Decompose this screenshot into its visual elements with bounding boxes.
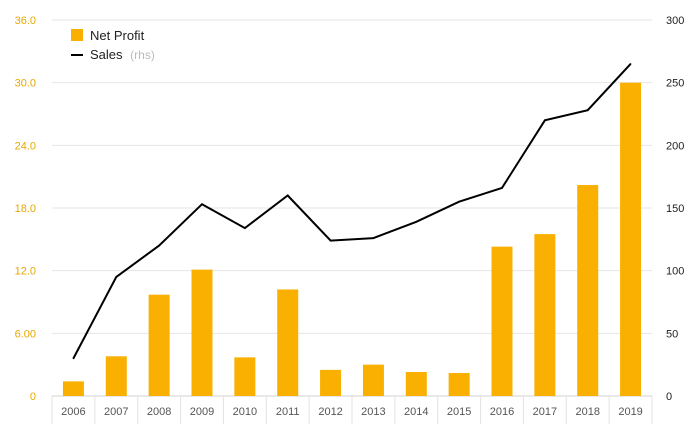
x-tick-label: 2015 <box>447 406 471 418</box>
sales-point-2007 <box>115 276 118 278</box>
left-tick-label: 36.0 <box>15 15 36 27</box>
sales-line-series <box>72 63 632 360</box>
x-tick-label: 2019 <box>618 406 642 418</box>
sales-point-2012 <box>329 239 332 242</box>
bar-net-profit-2010 <box>234 357 256 396</box>
left-tick-label: 6.00 <box>15 328 36 340</box>
bar-net-profit-2011 <box>277 289 299 396</box>
right-tick-label: 250 <box>666 78 684 90</box>
x-tick-label: 2008 <box>147 406 171 418</box>
bar-net-profit-2008 <box>148 294 170 396</box>
bar-net-profit-2016 <box>491 246 513 396</box>
sales-point-2018 <box>586 109 589 112</box>
bar-net-profit-2014 <box>405 371 427 396</box>
x-tick-label: 2016 <box>490 406 514 418</box>
x-axis-ticks: 2006 2007 2008 2009 2010 2011 2012 2013 2014 2015… <box>61 406 643 418</box>
x-tick-label: 2018 <box>575 406 599 418</box>
right-tick-label: 0 <box>666 391 672 403</box>
legend-label-net-profit: Net Profit <box>90 28 145 43</box>
x-tick-label: 2011 <box>276 406 300 418</box>
sales-point-2009 <box>201 203 203 206</box>
sales-point-2014 <box>415 220 418 223</box>
sales-point-2008 <box>158 244 160 247</box>
sales-point-2015 <box>458 200 460 203</box>
bar-net-profit-2007 <box>105 356 127 396</box>
left-tick-label: 18.0 <box>15 203 36 215</box>
bar-net-profit-2018 <box>577 185 599 396</box>
x-tick-label: 2010 <box>233 406 257 418</box>
bar-net-profit-2017 <box>534 234 556 396</box>
bar-net-profit-2015 <box>448 373 470 396</box>
left-tick-label: 0 <box>30 391 36 403</box>
right-tick-label: 300 <box>666 15 684 27</box>
right-tick-label: 50 <box>666 328 678 340</box>
right-tick-label: 200 <box>666 140 684 152</box>
x-tick-label: 2007 <box>104 406 128 418</box>
legend-note-sales: (rhs) <box>130 48 155 62</box>
x-tick-label: 2014 <box>404 406 428 418</box>
sales-point-2017 <box>544 119 546 122</box>
x-tick-label: 2012 <box>318 406 342 418</box>
sales-point-2006 <box>72 357 75 360</box>
right-tick-label: 100 <box>666 266 684 278</box>
gridlines <box>51 19 653 424</box>
net-profit-bars <box>62 82 642 397</box>
sales-line <box>72 63 632 359</box>
sales-point-2010 <box>244 227 246 229</box>
left-axis-ticks: 0 6.00 12.0 18.0 24.0 30.0 36.0 <box>15 15 36 403</box>
legend-swatch-net-profit <box>71 29 83 41</box>
x-tick-label: 2006 <box>61 406 85 418</box>
sales-point-2011 <box>286 194 289 197</box>
x-tick-label: 2013 <box>361 406 385 418</box>
legend-label-sales: Sales (rhs) <box>90 47 155 62</box>
left-tick-label: 24.0 <box>15 140 36 152</box>
bar-net-profit-2012 <box>320 369 342 396</box>
legend-label-sales-text: Sales <box>90 47 123 62</box>
bar-net-profit-2013 <box>362 364 384 396</box>
x-tick-label: 2009 <box>190 406 214 418</box>
legend: Net Profit Sales (rhs) <box>71 28 155 62</box>
bar-net-profit-2006 <box>62 381 84 396</box>
sales-point-2016 <box>501 187 503 189</box>
right-axis-ticks: 0 50 100 150 200 250 300 <box>666 15 684 403</box>
left-tick-label: 30.0 <box>15 78 36 90</box>
x-tick-label: 2017 <box>533 406 557 418</box>
bar-net-profit-2009 <box>191 269 213 396</box>
sales-point-2013 <box>372 237 375 239</box>
bar-net-profit-2019 <box>620 82 642 397</box>
sales-point-2019 <box>629 63 632 65</box>
left-tick-label: 12.0 <box>15 266 36 278</box>
right-tick-label: 150 <box>666 203 684 215</box>
